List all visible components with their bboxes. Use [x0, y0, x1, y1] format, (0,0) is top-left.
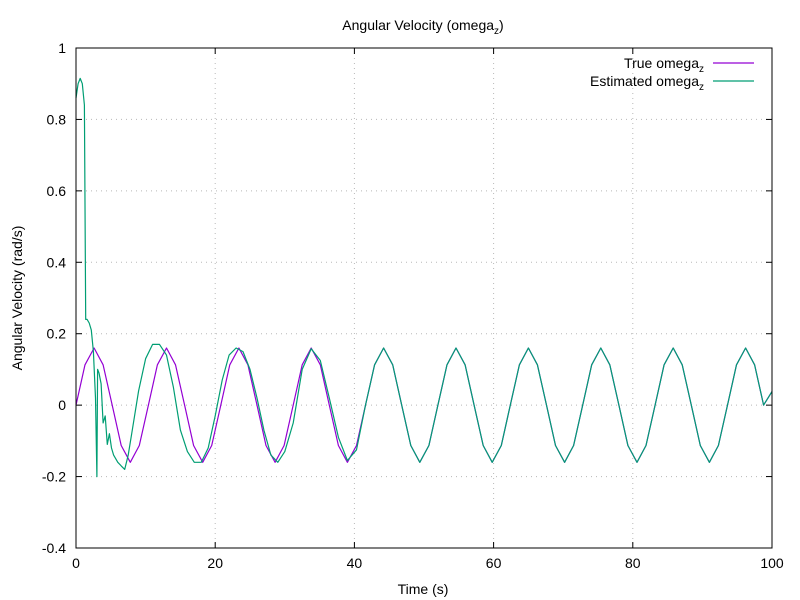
x-tick-label: 20	[207, 555, 223, 571]
chart-title: Angular Velocity (omegaz)	[342, 17, 503, 37]
y-tick-label: -0.4	[42, 540, 66, 556]
series-group	[75, 77, 773, 478]
x-axis-label: Time (s)	[398, 581, 449, 597]
y-tick-label: 0.8	[47, 111, 67, 127]
y-axis-label: Angular Velocity (rad/s)	[9, 226, 25, 371]
y-tick-label: 0.4	[47, 254, 67, 270]
chart-title-main: Angular Velocity (omega	[342, 17, 494, 33]
series-line-estimated-omega	[75, 77, 773, 478]
plot-frame	[75, 47, 773, 549]
series-line-true-omega	[75, 347, 773, 463]
legend-label-subscript: z	[699, 82, 704, 93]
x-tick-label: 60	[486, 555, 502, 571]
x-tick-label: 40	[347, 555, 363, 571]
x-tick-label: 80	[625, 555, 641, 571]
grid	[75, 47, 773, 549]
legend-label-subscript: z	[699, 64, 704, 75]
legend-label-main: True omega	[624, 55, 699, 71]
y-tick-label: 0	[58, 397, 66, 413]
y-tick-label: -0.2	[42, 469, 66, 485]
x-tick-label: 100	[760, 555, 784, 571]
y-tick-label: 0.2	[47, 326, 67, 342]
axis-ticks: -0.4 -0.2 0 0.2 0.4 0.6 0.8 1 0 20 40 60 80 100	[42, 40, 784, 571]
y-tick-label: 1	[58, 40, 66, 56]
legend-label-main: Estimated omega	[590, 73, 699, 89]
legend-label-estimated-omega: Estimated omegaz	[590, 73, 704, 93]
y-tick-label: 0.6	[47, 183, 67, 199]
x-tick-label: 0	[72, 555, 80, 571]
legend-label-true-omega: True omegaz	[624, 55, 704, 75]
chart-title-subscript: z	[494, 26, 499, 37]
chart-title-end: )	[499, 17, 504, 33]
